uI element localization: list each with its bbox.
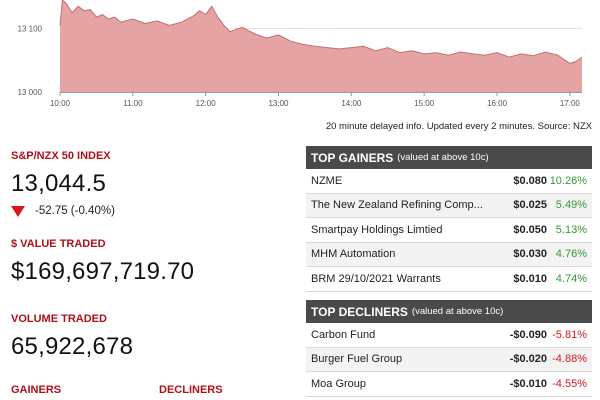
stock-name: MHM Automation — [311, 248, 396, 261]
stock-name: Carbon Fund — [311, 328, 376, 341]
y-tick-label: 13 100 — [18, 25, 43, 34]
x-tick-label: 17:00 — [560, 99, 581, 108]
top-gainers-subtitle: (valued at above 10c) — [397, 152, 489, 163]
x-tick-label: 10:00 — [50, 99, 71, 108]
table-row[interactable]: NZME $0.080 10.26% — [306, 169, 592, 194]
stock-name: BRM 29/10/2021 Warrants — [311, 272, 441, 285]
top-decliners-subtitle: (valued at above 10c) — [411, 306, 504, 317]
table-row[interactable]: MHM Automation $0.030 4.76% — [306, 242, 592, 267]
stock-price: $0.010 — [513, 272, 547, 285]
table-row[interactable]: Carbon Fund -$0.090 -5.81% — [306, 323, 592, 348]
table-row[interactable]: Moa Group -$0.010 -4.55% — [306, 372, 592, 397]
stock-change-pct: -5.81% — [552, 328, 587, 341]
index-change-row: -52.75 (-0.40%) — [11, 203, 115, 219]
decliners-label: DECLINERS — [159, 384, 223, 396]
table-row[interactable]: BRM 29/10/2021 Warrants $0.010 4.74% — [306, 267, 592, 292]
top-decliners-title: TOP DECLINERS — [311, 304, 408, 319]
stock-change-pct: -4.55% — [552, 377, 587, 390]
chart-source-note: 20 minute delayed info. Updated every 2 … — [325, 121, 592, 132]
down-arrow-icon — [11, 205, 25, 217]
index-area — [60, 0, 582, 92]
stock-change-pct: 4.76% — [555, 248, 587, 261]
stock-price: $0.030 — [513, 248, 547, 261]
table-row[interactable]: Burger Fuel Group -$0.020 -4.88% — [306, 347, 592, 372]
top-gainers-title: TOP GAINERS — [311, 150, 394, 165]
stock-price: $0.080 — [513, 174, 547, 187]
x-tick-label: 13:00 — [268, 99, 289, 108]
x-tick-label: 15:00 — [414, 99, 435, 108]
stock-change-pct: 5.49% — [555, 199, 587, 212]
stock-change-pct: 5.13% — [555, 223, 587, 236]
stock-price: -$0.010 — [509, 377, 547, 390]
index-value: 13,044.5 — [11, 170, 107, 197]
volume-traded-value: 65,922,678 — [11, 333, 134, 360]
y-tick-label: 13 000 — [18, 88, 43, 97]
gainers-label: GAINERS — [11, 384, 62, 396]
stock-change-pct: -4.88% — [552, 353, 587, 366]
volume-traded-label: VOLUME TRADED — [11, 313, 107, 325]
index-change: -52.75 (-0.40%) — [35, 205, 115, 217]
table-row[interactable]: Smartpay Holdings Limtied $0.050 5.13% — [306, 218, 592, 243]
stock-change-pct: 10.26% — [549, 174, 587, 187]
top-gainers-table: TOP GAINERS (valued at above 10c) NZME $0… — [306, 146, 592, 292]
value-traded-label: $ VALUE TRADED — [11, 238, 106, 250]
top-gainers-header: TOP GAINERS (valued at above 10c) — [306, 146, 592, 169]
stock-price: -$0.020 — [509, 353, 547, 366]
top-decliners-table: TOP DECLINERS (valued at above 10c) Carb… — [306, 300, 592, 397]
stock-price: $0.050 — [513, 223, 547, 236]
stock-name: Moa Group — [311, 377, 367, 390]
x-tick-label: 12:00 — [196, 99, 217, 108]
index-intraday-chart: 13 100 13 000 10:00 11:00 12:00 13:00 14:00 15:… — [18, 0, 583, 108]
x-tick-label: 11:00 — [123, 99, 143, 108]
stock-name: NZME — [311, 174, 343, 187]
stock-name: Smartpay Holdings Limtied — [311, 223, 443, 236]
stock-name: The New Zealand Refining Comp... — [311, 199, 483, 212]
stock-price: -$0.090 — [509, 328, 547, 341]
index-line — [59, 0, 583, 64]
stock-change-pct: 4.74% — [555, 272, 587, 285]
stock-name: Burger Fuel Group — [311, 353, 403, 366]
table-row[interactable]: The New Zealand Refining Comp... $0.025 5.… — [306, 193, 592, 218]
top-decliners-header: TOP DECLINERS (valued at above 10c) — [306, 300, 592, 323]
stock-price: $0.025 — [513, 199, 547, 212]
index-label: S&P/NZX 50 INDEX — [11, 150, 111, 162]
x-tick-label: 16:00 — [487, 99, 508, 108]
value-traded-value: $169,697,719.70 — [11, 258, 195, 285]
x-tick-label: 14:00 — [341, 99, 362, 108]
